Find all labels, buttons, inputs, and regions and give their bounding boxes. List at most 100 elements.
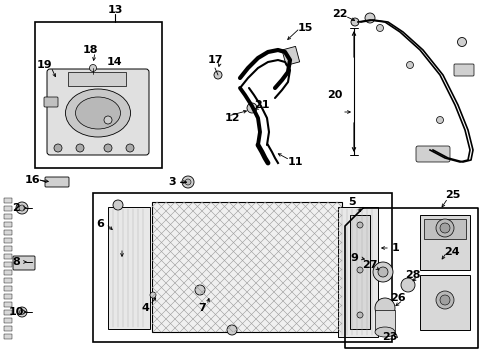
Circle shape: [150, 292, 156, 298]
Text: 4: 4: [141, 303, 149, 313]
Circle shape: [104, 116, 112, 124]
Text: 20: 20: [326, 90, 342, 100]
Bar: [4, 318, 12, 323]
Circle shape: [20, 310, 24, 315]
Circle shape: [350, 18, 358, 26]
Ellipse shape: [65, 89, 130, 137]
Bar: [108, 207, 150, 329]
Bar: [4, 206, 12, 211]
Text: 17: 17: [207, 55, 223, 65]
Circle shape: [182, 176, 194, 188]
Circle shape: [377, 267, 387, 277]
Text: 14: 14: [107, 57, 122, 67]
Text: 5: 5: [347, 197, 355, 207]
Ellipse shape: [439, 223, 449, 233]
Circle shape: [364, 13, 374, 23]
Circle shape: [16, 202, 28, 214]
Text: 12: 12: [224, 113, 239, 123]
Circle shape: [104, 144, 112, 152]
Text: 21: 21: [254, 100, 269, 110]
Text: 9: 9: [349, 253, 357, 263]
Circle shape: [376, 24, 383, 32]
Text: 23: 23: [382, 332, 397, 342]
Text: 15: 15: [297, 23, 312, 33]
Text: 28: 28: [405, 270, 420, 280]
Bar: [337, 207, 377, 337]
Circle shape: [356, 312, 362, 318]
Circle shape: [126, 144, 134, 152]
FancyBboxPatch shape: [453, 64, 473, 76]
Text: 18: 18: [82, 45, 98, 55]
Bar: [4, 286, 12, 291]
Circle shape: [17, 307, 27, 317]
Bar: [419, 215, 469, 270]
Text: 7: 7: [198, 303, 205, 313]
Text: 19: 19: [37, 60, 53, 70]
Bar: [349, 215, 369, 329]
Circle shape: [89, 64, 96, 72]
Text: 26: 26: [389, 293, 405, 303]
Ellipse shape: [435, 291, 453, 309]
Bar: [4, 302, 12, 307]
Bar: [4, 294, 12, 299]
FancyBboxPatch shape: [45, 177, 69, 187]
Text: 2: 2: [12, 203, 20, 213]
Bar: [93, 193, 391, 342]
Ellipse shape: [374, 298, 394, 318]
Ellipse shape: [439, 295, 449, 305]
Circle shape: [76, 144, 84, 152]
Text: 11: 11: [286, 157, 302, 167]
Text: 25: 25: [445, 190, 460, 200]
Ellipse shape: [374, 327, 394, 337]
Bar: [4, 310, 12, 315]
Ellipse shape: [435, 219, 453, 237]
Circle shape: [441, 149, 447, 156]
Text: 24: 24: [443, 247, 459, 257]
Circle shape: [356, 222, 362, 228]
Circle shape: [400, 278, 414, 292]
Ellipse shape: [75, 97, 120, 129]
Bar: [4, 254, 12, 259]
Circle shape: [436, 117, 443, 123]
Circle shape: [457, 37, 466, 46]
Bar: [4, 326, 12, 331]
Circle shape: [246, 103, 257, 113]
Bar: [423, 219, 465, 239]
Circle shape: [54, 144, 62, 152]
Text: 10: 10: [8, 307, 23, 317]
Text: 6: 6: [96, 219, 104, 229]
Bar: [4, 222, 12, 227]
FancyBboxPatch shape: [44, 97, 58, 107]
Bar: [4, 262, 12, 267]
Circle shape: [406, 62, 413, 68]
Bar: [152, 202, 341, 332]
Circle shape: [372, 262, 392, 282]
Bar: [4, 238, 12, 243]
Bar: [282, 46, 299, 66]
Bar: [4, 214, 12, 219]
Text: 8: 8: [12, 257, 20, 267]
FancyBboxPatch shape: [415, 146, 449, 162]
FancyBboxPatch shape: [47, 69, 149, 155]
Bar: [4, 198, 12, 203]
Bar: [4, 270, 12, 275]
Bar: [4, 230, 12, 235]
Circle shape: [214, 71, 222, 79]
Circle shape: [195, 285, 204, 295]
Bar: [4, 246, 12, 251]
Text: 22: 22: [331, 9, 347, 19]
Circle shape: [226, 325, 237, 335]
Text: 1: 1: [391, 243, 399, 253]
Bar: [419, 275, 469, 330]
Bar: [374, 310, 394, 332]
Bar: [35, 22, 162, 168]
Text: 3: 3: [168, 177, 176, 187]
Bar: [68, 72, 126, 86]
Circle shape: [184, 179, 191, 185]
FancyBboxPatch shape: [13, 256, 35, 270]
Circle shape: [19, 205, 25, 211]
Text: 16: 16: [24, 175, 40, 185]
Text: 13: 13: [107, 5, 122, 15]
Text: 27: 27: [362, 260, 377, 270]
Circle shape: [113, 200, 123, 210]
